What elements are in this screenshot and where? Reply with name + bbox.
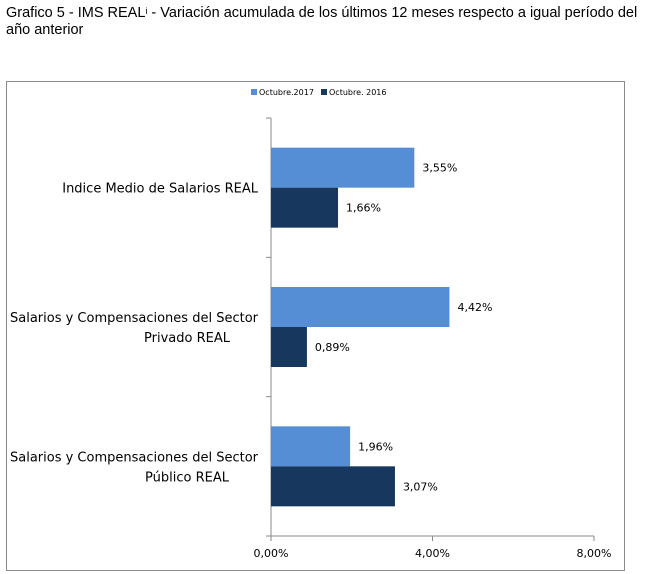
legend-swatch [251,89,257,95]
x-tick-label: 0,00% [254,547,289,560]
bar-oct-2017 [271,426,351,467]
data-label: 1,96% [358,440,393,453]
bar-oct-2017 [271,287,450,327]
category-label: Privado REAL [144,331,231,346]
data-label: 3,07% [403,480,438,493]
chart-frame [6,81,625,571]
data-label: 4,42% [457,301,492,314]
bar-oct-2017 [271,147,415,188]
legend-label: Octubre.2017 [259,88,314,97]
data-label: 3,55% [422,162,457,175]
title-prefix: Grafico 5 - IMS REAL [6,5,146,21]
category-label: Público REAL [145,470,230,485]
title-superscript: i [145,6,148,16]
bar-oct-2016 [271,327,307,367]
category-label: Indice Medio de Salarios REAL [62,182,259,197]
bar-oct-2016 [271,187,339,228]
chart-title: Grafico 5 - IMS REALi - Variación acumul… [6,5,646,39]
legend-swatch [321,89,327,95]
data-label: 0,89% [315,341,350,354]
title-rest: - Variación acumulada de los últimos 12 … [6,5,638,38]
category-label: Salarios y Compensaciones del Sector [10,311,259,326]
x-tick-label: 4,00% [415,547,450,560]
bar-oct-2016 [271,466,395,507]
x-tick-label: 8,00% [577,547,612,560]
legend-label: Octubre. 2016 [329,88,386,97]
data-label: 1,66% [346,202,381,215]
category-label: Salarios y Compensaciones del Sector [10,450,259,465]
